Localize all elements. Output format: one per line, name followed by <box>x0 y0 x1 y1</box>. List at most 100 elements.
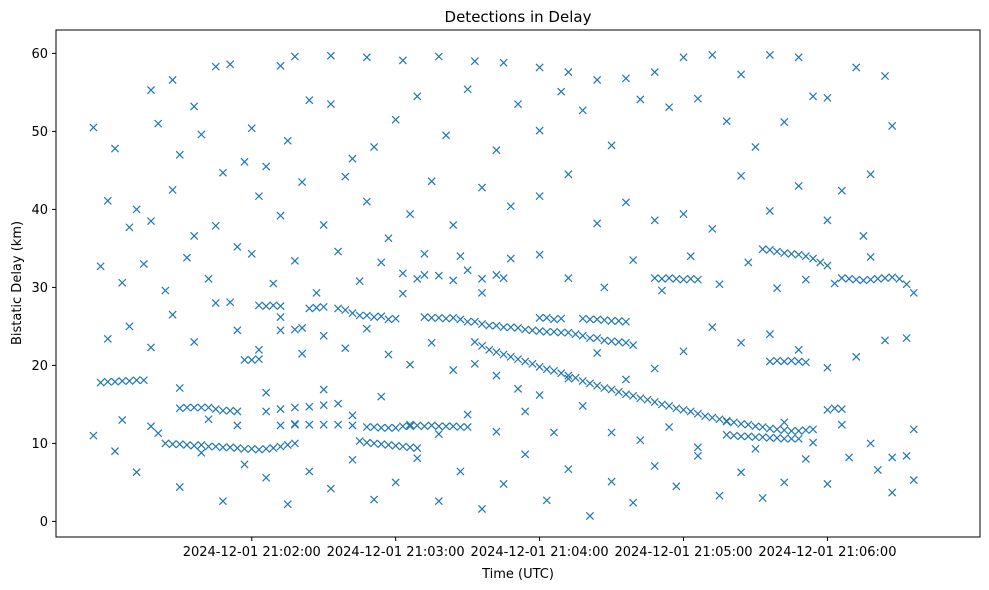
data-point <box>182 440 191 449</box>
data-point <box>362 324 371 333</box>
data-point <box>765 357 774 366</box>
data-point <box>283 440 292 449</box>
data-point <box>398 56 407 65</box>
data-point <box>334 399 343 408</box>
data-point <box>744 258 753 267</box>
data-point <box>449 366 458 375</box>
data-point <box>679 405 688 414</box>
data-point <box>276 421 285 430</box>
data-points <box>89 50 918 520</box>
data-point <box>391 115 400 124</box>
y-tick-label: 10 <box>31 437 48 452</box>
data-point <box>542 496 551 505</box>
data-point <box>492 371 501 380</box>
data-point <box>773 433 782 442</box>
data-point <box>420 313 429 322</box>
data-point <box>751 433 760 442</box>
data-point <box>773 425 782 434</box>
data-point <box>557 314 566 323</box>
data-point <box>794 181 803 191</box>
data-point <box>125 223 134 232</box>
data-point <box>600 283 609 292</box>
data-point <box>434 422 443 431</box>
data-point <box>125 376 134 386</box>
data-point <box>420 249 429 258</box>
data-point <box>290 403 299 412</box>
data-point <box>477 288 487 297</box>
data-point <box>276 61 285 70</box>
data-point <box>247 355 256 364</box>
data-point <box>485 345 494 354</box>
data-point <box>787 356 796 365</box>
data-point <box>146 422 156 431</box>
data-point <box>621 317 630 326</box>
data-point <box>269 279 278 288</box>
data-point <box>406 420 415 429</box>
data-point <box>492 146 501 155</box>
data-point <box>585 379 594 388</box>
data-point <box>456 252 465 261</box>
data-point <box>182 253 191 262</box>
data-point <box>348 421 357 430</box>
data-point <box>406 360 415 369</box>
x-tick-label: 2024-12-01 21:03:00 <box>327 545 465 560</box>
data-point <box>650 274 659 283</box>
y-tick-label: 40 <box>31 203 48 218</box>
data-point <box>564 170 573 179</box>
data-point <box>492 348 501 357</box>
data-point <box>240 444 249 453</box>
data-point <box>823 363 832 372</box>
data-point <box>449 276 458 285</box>
data-point <box>463 85 472 94</box>
data-point <box>600 383 609 393</box>
y-tick-label: 0 <box>40 515 48 530</box>
data-point <box>125 322 134 331</box>
data-point <box>629 391 638 400</box>
data-point <box>168 310 177 319</box>
y-tick-label: 30 <box>31 281 48 296</box>
data-point <box>398 269 407 278</box>
data-point <box>866 439 875 448</box>
data-point <box>470 359 479 368</box>
data-point <box>154 119 163 128</box>
data-point <box>506 254 515 263</box>
data-point <box>442 314 451 323</box>
data-point <box>391 478 400 487</box>
data-point <box>463 410 472 419</box>
data-point <box>283 500 292 509</box>
data-point <box>427 313 436 322</box>
data-point <box>665 103 674 112</box>
data-point <box>226 406 235 415</box>
data-point <box>341 172 350 181</box>
data-point <box>398 442 407 451</box>
data-point <box>521 325 530 334</box>
data-point <box>578 314 587 323</box>
data-point <box>535 362 544 371</box>
data-point <box>909 476 918 485</box>
data-point <box>679 275 688 284</box>
y-tick-label: 20 <box>31 359 48 374</box>
data-point <box>737 419 746 428</box>
data-point <box>377 312 386 321</box>
data-point <box>542 313 551 322</box>
data-point <box>845 274 854 283</box>
data-point <box>823 261 832 270</box>
data-point <box>852 275 861 284</box>
data-point <box>110 377 120 386</box>
data-point <box>384 440 393 449</box>
data-point <box>888 488 897 497</box>
data-point <box>657 274 666 283</box>
data-point <box>535 192 544 201</box>
data-point <box>211 298 220 308</box>
data-point <box>370 142 379 152</box>
data-point <box>154 429 163 438</box>
data-point <box>477 504 487 513</box>
data-point <box>197 448 206 457</box>
data-point <box>564 374 573 383</box>
data-point <box>657 400 666 409</box>
data-point <box>384 350 393 359</box>
x-tick-label: 2024-12-01 21:04:00 <box>471 545 609 560</box>
data-point <box>722 430 731 439</box>
data-point <box>521 357 530 366</box>
